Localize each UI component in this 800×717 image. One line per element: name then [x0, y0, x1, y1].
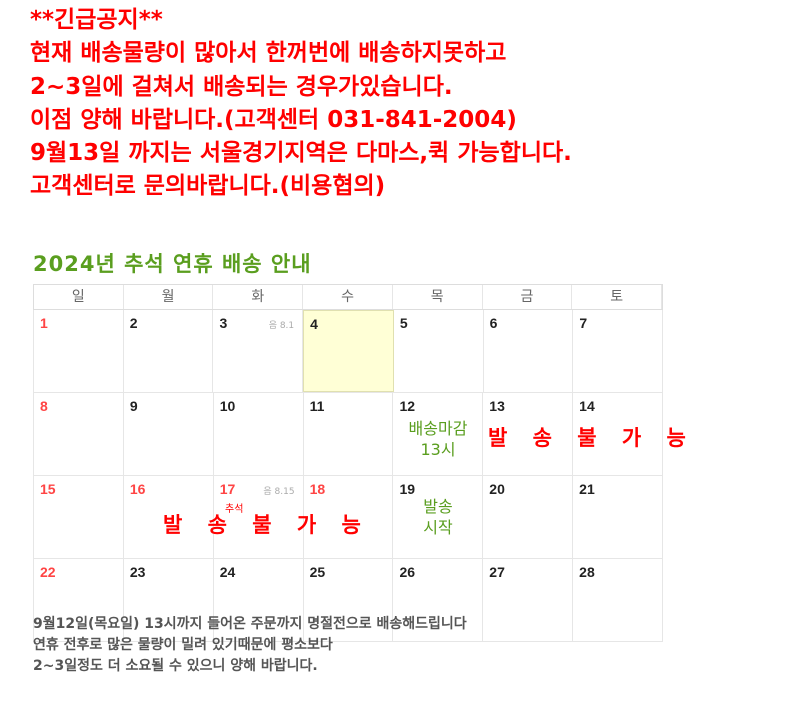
calendar-day: 9 — [124, 393, 214, 475]
calendar-day: 4 — [303, 310, 394, 392]
day-number: 23 — [129, 564, 146, 580]
calendar-day: 17 음 8.15 — [214, 476, 304, 558]
day-number: 8 — [40, 398, 48, 414]
footer-line: 연휴 전후로 많은 물량이 밀려 있기때문에 평소보다 — [33, 637, 333, 653]
deadline-time: 13시 — [420, 440, 456, 459]
calendar-day: 25 — [304, 559, 394, 641]
weekday: 목 — [393, 285, 483, 309]
weekday: 일 — [34, 285, 124, 309]
calendar-day: 19 — [393, 476, 484, 558]
calendar-day: 28 — [573, 559, 664, 641]
deadline-label: 배송마감 — [408, 419, 468, 438]
day-number: 25 — [309, 564, 326, 580]
calendar-day: 12 — [393, 393, 484, 475]
no-shipping-label: 발 송 불 가 능 — [163, 513, 370, 537]
calendar-day: 27 — [483, 559, 574, 641]
weekday: 수 — [303, 285, 393, 309]
day-number: 11 — [309, 398, 325, 414]
calendar-day: 7 — [573, 310, 664, 392]
notice-line: **긴급공지** — [30, 7, 163, 33]
calendar-day: 24 — [214, 559, 304, 641]
calendar-week: 15 16 17 음 8.15 18 19 20 21 — [33, 476, 664, 559]
day-number: 28 — [579, 564, 595, 580]
day-number: 12 — [399, 398, 416, 414]
calendar-day: 16 — [124, 476, 214, 558]
footer-line: 2~3일정도 더 소요될 수 있으니 양해 바랍니다. — [33, 658, 318, 674]
weekday-header: 일 월 화 수 목 금 토 — [33, 284, 663, 310]
calendar-day: 1 — [34, 310, 124, 392]
chuseok-label: 추석 — [225, 504, 244, 515]
day-number: 5 — [399, 315, 408, 331]
day-number: 13 — [489, 398, 505, 414]
day-number: 19 — [399, 481, 416, 497]
day-number: 1 — [40, 315, 48, 331]
day-number: 10 — [219, 398, 236, 414]
calendar-day: 21 — [573, 476, 664, 558]
day-number: 2 — [129, 315, 138, 331]
calendar-week: 1 2 3 음 8.1 4 5 6 7 — [33, 310, 664, 393]
calendar-day: 22 — [34, 559, 124, 641]
shipping-start-label: 시작 — [423, 518, 453, 537]
day-number: 7 — [579, 315, 588, 331]
day-number: 17 — [219, 481, 236, 497]
calendar-day: 26 — [393, 559, 484, 641]
calendar-day: 10 — [214, 393, 304, 475]
day-number: 24 — [219, 564, 236, 580]
notice-line: 2~3일에 걸쳐서 배송되는 경우가있습니다. — [30, 73, 453, 100]
day-number: 3 — [219, 315, 228, 331]
day-number: 4 — [310, 316, 318, 332]
day-number: 15 — [40, 481, 56, 497]
calendar-week: 22 23 24 25 26 27 28 — [33, 559, 664, 642]
day-number: 26 — [399, 564, 416, 580]
urgent-notice: **긴급공지** 현재 배송물량이 많아서 한꺼번에 배송하지못하고 2~3일에 걸… — [30, 4, 572, 204]
day-number: 18 — [309, 481, 326, 497]
no-shipping-label: 발 송 불 가 능 — [488, 426, 695, 450]
calendar-day: 6 — [484, 310, 574, 392]
deadline-note: 배송마감 13시 — [393, 418, 483, 460]
calendar-day: 18 — [304, 476, 394, 558]
calendar-day: 20 — [483, 476, 574, 558]
notice-line: 고객센터로 문의바랍니다.(비용협의) — [30, 173, 386, 200]
day-number: 14 — [579, 398, 595, 414]
calendar-week: 8 9 10 11 12 13 14 — [33, 393, 664, 476]
footer-line: 9월12일(목요일) 13시까지 들어온 주문까지 명절전으로 배송해드립니다 — [33, 616, 467, 632]
notice-line: 9월13일 까지는 서울경기지역은 다마스,퀵 가능합니다. — [30, 140, 572, 167]
calendar-day: 23 — [124, 559, 214, 641]
notice-line: 현재 배송물량이 많아서 한꺼번에 배송하지못하고 — [30, 40, 507, 67]
lunar-date: 음 8.1 — [268, 321, 295, 331]
weekday: 금 — [483, 285, 573, 309]
calendar-day: 11 — [304, 393, 394, 475]
weekday: 월 — [124, 285, 214, 309]
calendar-day: 3 음 8.1 — [213, 310, 304, 392]
calendar-day: 8 — [34, 393, 124, 475]
weekday: 토 — [572, 285, 663, 309]
day-number: 6 — [489, 315, 498, 331]
calendar-day: 5 — [394, 310, 484, 392]
day-number: 27 — [489, 564, 505, 580]
calendar-day: 2 — [124, 310, 214, 392]
calendar-day: 15 — [34, 476, 124, 558]
lunar-date: 음 8.15 — [263, 487, 295, 497]
day-number: 9 — [129, 398, 138, 414]
day-number: 20 — [489, 481, 505, 497]
weekday: 화 — [213, 285, 304, 309]
notice-line: 이점 양해 바랍니다.(고객센터 031-841-2004) — [30, 106, 517, 133]
day-number: 21 — [579, 481, 595, 497]
calendar-day: 14 — [573, 393, 664, 475]
shipping-start-label: 발송 — [423, 497, 453, 516]
day-number: 22 — [40, 564, 56, 580]
day-number: 16 — [129, 481, 146, 497]
calendar-day: 13 — [483, 393, 574, 475]
page-title: 2024년 추석 연휴 배송 안내 — [33, 252, 312, 276]
